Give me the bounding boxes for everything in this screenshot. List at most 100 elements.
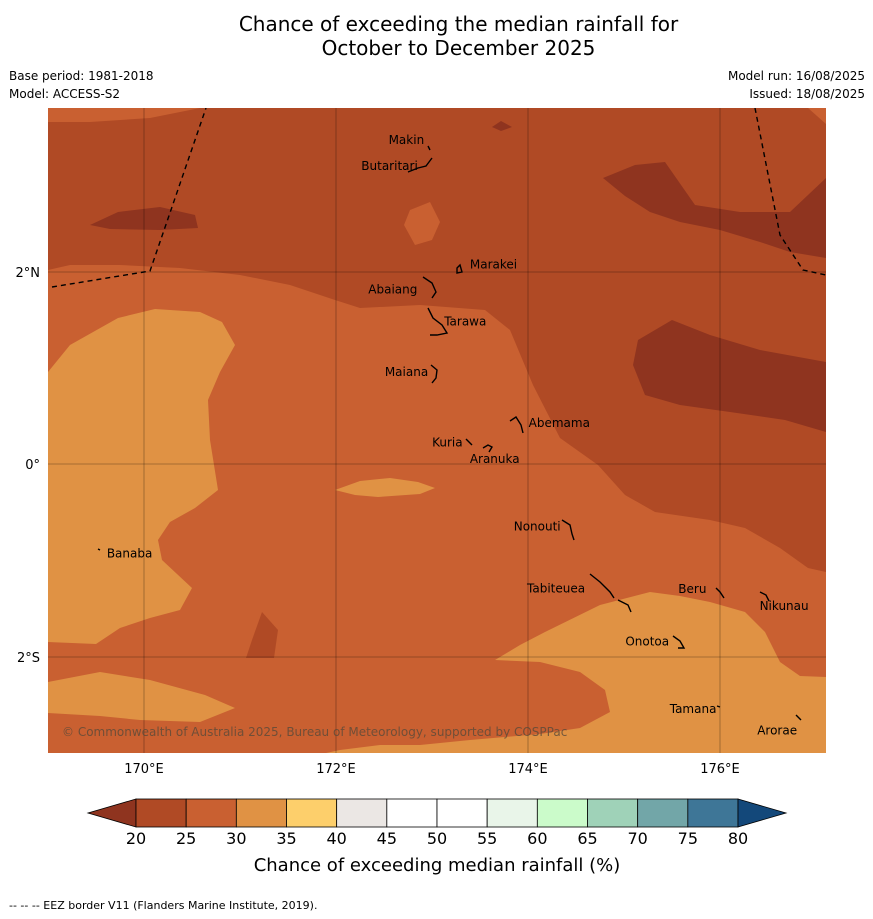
island-label-tarawa: Tarawa <box>443 314 486 328</box>
colorbar-cell-60-65 <box>536 798 588 828</box>
map-panel: Makin Butaritari Marakei Abaiang Tarawa Maian… <box>48 108 826 753</box>
colorbar-low-extend <box>86 798 137 828</box>
lat-tick-2s: 2°S <box>17 651 40 666</box>
base-period: Base period: 1981-2018 <box>9 69 154 83</box>
island-marakei <box>456 263 463 274</box>
island-makin <box>427 145 431 151</box>
island-nikunau <box>759 591 770 602</box>
region-25-30-ne-corner <box>808 108 826 124</box>
colorbar-tick-30: 30 <box>226 829 246 848</box>
region-30-35-central <box>335 478 435 497</box>
island-label-arorae: Arorae <box>757 724 797 738</box>
region-20-25 <box>48 108 826 572</box>
island-tabiteuea <box>589 573 632 613</box>
region-30-35-west <box>48 309 235 644</box>
region-30-35-se <box>326 592 826 753</box>
lon-tick-176e: 176°E <box>700 762 740 777</box>
island-label-tamana: Tamana <box>669 702 717 716</box>
island-aranuka <box>482 444 493 453</box>
island-beru <box>715 587 725 599</box>
colorbar-cell-25-30 <box>185 798 237 828</box>
colorbar-tick-20: 20 <box>126 829 146 848</box>
colorbar-tick-65: 65 <box>577 829 597 848</box>
island-onotoa <box>672 635 686 649</box>
colorbar-tick-70: 70 <box>627 829 647 848</box>
region-25-30-north-blob <box>404 202 440 245</box>
island-nonouti <box>561 519 575 541</box>
island-label-butaritari: Butaritari <box>361 159 418 173</box>
colorbar: 20 25 30 35 40 45 50 55 60 65 70 75 80 Chance of exc… <box>86 798 788 876</box>
region-below-20-nw <box>90 207 198 230</box>
region-30-35-sw <box>48 672 235 722</box>
title-line-2: October to December 2025 <box>321 36 596 60</box>
island-tarawa <box>427 307 449 336</box>
island-label-kuria: Kuria <box>432 435 463 449</box>
colorbar-cell-50-55 <box>436 798 488 828</box>
region-below-20-top <box>492 121 512 131</box>
lon-axis: 170°E 172°E 174°E 176°E <box>124 762 740 777</box>
lat-tick-2n: 2°N <box>16 266 41 281</box>
lat-axis: 2°N 0° 2°S <box>16 266 41 666</box>
island-label-maiana: Maiana <box>385 365 428 379</box>
graticule <box>48 108 826 753</box>
island-labels: Makin Butaritari Marakei Abaiang Tarawa Maian… <box>107 133 809 738</box>
chart-title: Chance of exceeding the median rainfall … <box>0 12 873 60</box>
island-label-tabiteuea: Tabiteuea <box>526 581 585 595</box>
island-label-makin: Makin <box>389 133 425 147</box>
model-run: Model run: 16/08/2025 <box>727 69 865 83</box>
island-arorae <box>795 714 802 721</box>
island-label-abemama: Abemama <box>529 416 590 430</box>
colorbar-cell-75-80 <box>687 798 739 828</box>
region-20-25-south <box>246 612 278 658</box>
colorbar-cell-20-25 <box>135 798 187 828</box>
colorbar-cell-35-40 <box>286 798 338 828</box>
colorbar-tick-45: 45 <box>377 829 397 848</box>
island-label-nikunau: Nikunau <box>760 599 809 613</box>
island-abaiang <box>422 276 437 299</box>
lat-tick-0: 0° <box>25 458 40 473</box>
region-below-20-east <box>633 320 826 432</box>
colorbar-tick-40: 40 <box>326 829 346 848</box>
island-label-abaiang: Abaiang <box>368 283 417 297</box>
colorbar-cell-45-50 <box>386 798 438 828</box>
colorbar-cell-40-45 <box>336 798 388 828</box>
island-kuria <box>465 438 473 446</box>
colorbar-tick-80: 80 <box>728 829 748 848</box>
colorbar-tick-25: 25 <box>176 829 196 848</box>
colorbar-label: Chance of exceeding median rainfall (%) <box>254 855 621 876</box>
island-abemama <box>509 416 524 434</box>
island-banaba <box>97 548 101 551</box>
copyright-notice: © Commonwealth of Australia 2025, Bureau… <box>62 725 567 739</box>
colorbar-cell-30-35 <box>235 798 287 828</box>
island-label-nonouti: Nonouti <box>514 519 561 533</box>
island-label-beru: Beru <box>678 582 706 596</box>
eez-border-east <box>754 108 826 276</box>
island-label-marakei: Marakei <box>470 257 517 271</box>
lon-tick-170e: 170°E <box>124 762 164 777</box>
lon-tick-174e: 174°E <box>508 762 548 777</box>
island-label-aranuka: Aranuka <box>470 452 520 466</box>
colorbar-tick-35: 35 <box>276 829 296 848</box>
region-25-30-top-strip <box>48 108 200 122</box>
island-label-banaba: Banaba <box>107 547 153 561</box>
island-label-onotoa: Onotoa <box>625 634 669 648</box>
colorbar-tick-75: 75 <box>678 829 698 848</box>
eez-footer-note: -- -- -- EEZ border V11 (Flanders Marine… <box>9 899 318 912</box>
island-tamana <box>716 705 721 708</box>
model-name: Model: ACCESS-S2 <box>9 87 121 101</box>
meta-left: Base period: 1981-2018 Model: ACCESS-S2 <box>9 67 154 103</box>
island-butaritari <box>407 157 433 173</box>
eez-border <box>51 108 826 288</box>
colorbar-tick-50: 50 <box>427 829 447 848</box>
colorbar-tick-55: 55 <box>477 829 497 848</box>
issued-date: Issued: 18/08/2025 <box>749 87 865 101</box>
lon-tick-172e: 172°E <box>316 762 356 777</box>
colorbar-cell-70-75 <box>637 798 689 828</box>
colorbar-ticks: 20 25 30 35 40 45 50 55 60 65 70 75 80 <box>126 829 748 848</box>
title-line-1: Chance of exceeding the median rainfall … <box>238 12 679 36</box>
colorbar-cells <box>135 798 739 828</box>
colorbar-tick-60: 60 <box>527 829 547 848</box>
island-maiana <box>430 364 438 384</box>
region-below-20-ne <box>603 162 826 258</box>
